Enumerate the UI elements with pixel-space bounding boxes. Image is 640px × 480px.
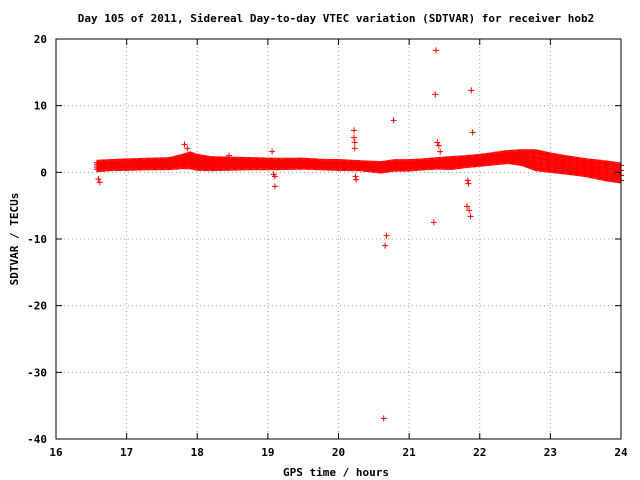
outlier-point [432,47,439,54]
y-tick-label: -40 [27,433,47,446]
y-tick-label: -20 [27,300,47,313]
outlier-point [271,173,278,180]
y-tick-label: 20 [34,33,47,46]
outlier-point [184,145,191,152]
x-tick-label: 16 [49,446,63,459]
x-tick-label: 24 [614,446,628,459]
outlier-point [466,207,473,214]
outlier-point [465,180,472,187]
x-tick-label: 23 [544,446,557,459]
outlier-point [96,179,103,186]
chart-title: Day 105 of 2011, Sidereal Day-to-day VTE… [78,12,595,25]
outlier-point [352,173,359,180]
outlier-point [271,183,278,190]
x-tick-label: 20 [332,446,345,459]
outlier-point [467,213,474,220]
outlier-point [464,203,471,210]
outlier-point [469,129,476,136]
y-tick-label: -30 [27,366,47,379]
y-tick-label: -10 [27,233,47,246]
y-tick-label: 0 [40,166,47,179]
outlier-point [383,232,390,239]
outlier-point [434,139,441,146]
y-tick-label: 10 [34,100,47,113]
y-axis-label: SDTVAR / TECUs [8,193,21,286]
outlier-point [95,176,102,182]
outlier-point [435,142,442,149]
outlier-point [353,176,360,183]
x-tick-label: 17 [120,446,133,459]
outlier-point [351,134,358,141]
outlier-point [380,415,387,422]
x-tick-label: 18 [191,446,204,459]
grid-layer [56,39,621,439]
outlier-point [464,177,471,184]
outlier-point [269,148,276,155]
x-tick-label: 21 [403,446,417,459]
x-tick-label: 22 [473,446,486,459]
points-layer [93,47,624,422]
x-tick-label: 19 [261,446,274,459]
outlier-point [432,91,439,98]
outlier-point [351,139,358,146]
outlier-point [226,152,233,159]
outlier-point [468,87,475,94]
outlier-point [351,145,358,152]
outlier-point [382,242,389,249]
x-axis-label: GPS time / hours [283,466,389,479]
outlier-point [351,127,358,134]
outlier-point [390,117,397,124]
outlier-point [430,219,437,226]
outlier-point [181,141,188,148]
ticks-layer: 16 17 18 19 20 21 22 23 24 20 10 0 -10 -20 -30 -40 [27,33,628,459]
outlier-point [437,148,444,155]
